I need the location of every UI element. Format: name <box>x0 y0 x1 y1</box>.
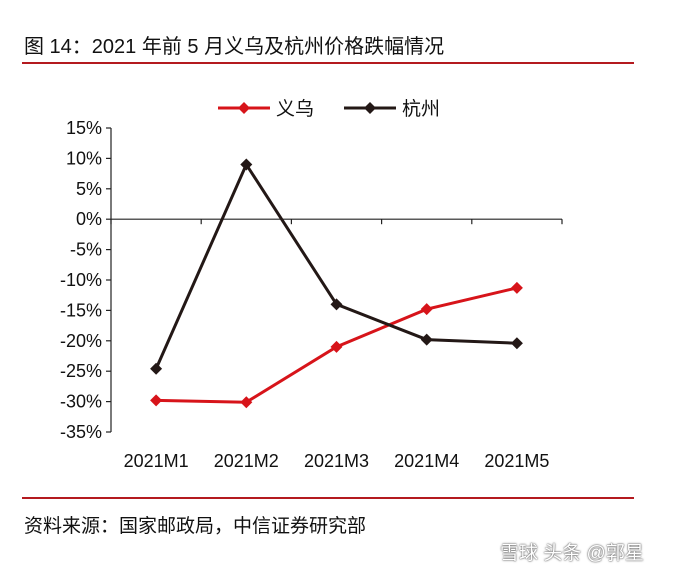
top-rule <box>22 62 634 64</box>
axes: 15% 10% 5% 0% -5% -10% -15% -20% -25% -30% -35% 202… <box>60 118 563 471</box>
data-point <box>240 158 253 171</box>
watermark: 雪球 头条 @郭星 <box>500 543 644 564</box>
y-tick-label: -20% <box>60 331 102 351</box>
y-tick-label: 10% <box>66 148 102 168</box>
y-tick-label: 0% <box>76 209 102 229</box>
y-tick-label: -35% <box>60 422 102 442</box>
legend-marker <box>364 102 376 114</box>
y-tick-label: -5% <box>70 240 102 260</box>
data-point <box>150 362 163 375</box>
y-tick-label: -25% <box>60 361 102 381</box>
data-point <box>420 333 433 346</box>
x-tick-label: 2021M3 <box>304 451 369 471</box>
bottom-rule <box>22 497 634 499</box>
x-tick-label: 2021M5 <box>484 451 549 471</box>
y-tick-label: -15% <box>60 300 102 320</box>
data-point <box>330 340 343 353</box>
line-chart: 15% 10% 5% 0% -5% -10% -15% -20% -25% -30% -35% 202… <box>60 98 563 471</box>
legend-label: 义乌 <box>276 98 314 120</box>
series-layer <box>150 158 523 409</box>
legend-label: 杭州 <box>402 98 440 120</box>
series-line <box>154 161 517 370</box>
legend-marker <box>238 102 250 114</box>
source-note: 资料来源：国家邮政局，中信证券研究部 <box>24 516 367 537</box>
y-tick-label: 5% <box>76 179 102 199</box>
data-point <box>240 396 253 409</box>
x-tick-label: 2021M2 <box>214 451 279 471</box>
data-point <box>150 394 163 407</box>
legend: 义乌 杭州 <box>218 98 440 120</box>
x-tick-label: 2021M4 <box>394 451 459 471</box>
data-point <box>420 303 433 316</box>
y-tick-label: -30% <box>60 392 102 412</box>
y-tick-label: 15% <box>66 118 102 138</box>
x-tick-label: 2021M1 <box>124 451 189 471</box>
data-point <box>510 337 523 350</box>
data-point <box>330 298 343 311</box>
series-2 <box>150 158 523 375</box>
y-tick-label: -10% <box>60 270 102 290</box>
series-1 <box>150 281 523 409</box>
figure-title: 图 14：2021 年前 5 月义乌及杭州价格跌幅情况 <box>24 36 445 58</box>
data-point <box>510 281 523 294</box>
